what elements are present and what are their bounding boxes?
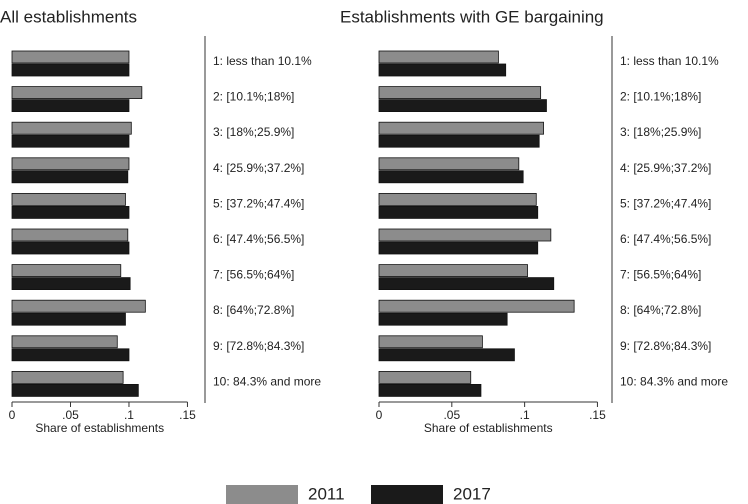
category-label: 6: [47.4%;56.5%] — [620, 232, 711, 246]
bar — [11, 121, 132, 135]
bar — [378, 50, 499, 64]
category-label: 8: [64%;72.8%] — [620, 303, 701, 317]
category-label: 10: 84.3% and more — [620, 374, 728, 388]
legend-swatch — [371, 485, 443, 504]
x-tick-label: 0 — [376, 408, 383, 422]
bar — [11, 86, 143, 99]
bar — [378, 205, 539, 219]
bar — [378, 86, 542, 99]
category-label: 2: [10.1%;18%] — [620, 90, 701, 104]
category-label: 4: [25.9%;37.2%] — [213, 161, 304, 175]
bar — [378, 228, 552, 242]
category-label: 9: [72.8%;84.3%] — [213, 339, 304, 353]
legend-swatch — [226, 485, 298, 504]
x-tick-label: .05 — [443, 408, 460, 422]
bar — [11, 277, 131, 291]
category-label: 3: [18%;25.9%] — [620, 125, 701, 139]
x-tick-label: .1 — [520, 408, 530, 422]
panel-title: All establishments — [0, 7, 137, 26]
category-label: 2: [10.1%;18%] — [213, 90, 294, 104]
bar — [378, 299, 575, 313]
x-axis-label: Share of establishments — [424, 421, 553, 435]
category-label: 9: [72.8%;84.3%] — [620, 339, 711, 353]
bar — [11, 370, 124, 384]
x-tick-label: 0 — [9, 408, 16, 422]
bar — [378, 121, 544, 135]
bar — [378, 277, 555, 291]
category-label: 5: [37.2%;47.4%] — [213, 196, 304, 210]
bar — [11, 205, 130, 219]
category-label: 5: [37.2%;47.4%] — [620, 196, 711, 210]
bar — [378, 157, 520, 171]
bar — [11, 348, 130, 362]
bar — [11, 99, 130, 112]
bar — [11, 63, 130, 77]
category-label: 7: [56.5%;64%] — [213, 268, 294, 282]
bar — [11, 264, 122, 278]
bar — [378, 383, 482, 397]
bar — [11, 299, 146, 313]
bar — [11, 134, 130, 148]
bar — [378, 370, 472, 384]
bar — [378, 192, 537, 206]
bar — [11, 192, 126, 206]
bar — [11, 241, 130, 255]
bar — [11, 170, 129, 184]
x-axis-label: Share of establishments — [35, 421, 164, 435]
category-label: 3: [18%;25.9%] — [213, 125, 294, 139]
category-label: 6: [47.4%;56.5%] — [213, 232, 304, 246]
bar — [378, 63, 507, 77]
legend-label: 2017 — [453, 484, 491, 503]
bar — [378, 170, 524, 184]
panel-title: Establishments with GE bargaining — [340, 7, 604, 26]
x-tick-label: .05 — [62, 408, 79, 422]
bar — [11, 228, 129, 242]
bar — [378, 99, 547, 112]
category-label: 1: less than 10.1% — [620, 54, 719, 68]
category-label: 4: [25.9%;37.2%] — [620, 161, 711, 175]
legend-label: 2011 — [308, 484, 345, 503]
bar — [11, 50, 130, 64]
category-label: 7: [56.5%;64%] — [620, 268, 701, 282]
bar — [11, 157, 130, 171]
bar — [378, 312, 508, 326]
bar — [378, 264, 528, 278]
bar — [378, 134, 540, 148]
bar — [378, 335, 483, 349]
category-label: 1: less than 10.1% — [213, 54, 312, 68]
category-label: 8: [64%;72.8%] — [213, 303, 294, 317]
category-label: 10: 84.3% and more — [213, 374, 321, 388]
bar — [11, 335, 118, 349]
x-tick-label: .15 — [589, 408, 606, 422]
bar — [378, 348, 515, 362]
x-tick-label: .15 — [179, 408, 196, 422]
bar — [11, 383, 139, 397]
x-tick-label: .1 — [124, 408, 134, 422]
bar — [378, 241, 539, 255]
bar — [11, 312, 126, 326]
